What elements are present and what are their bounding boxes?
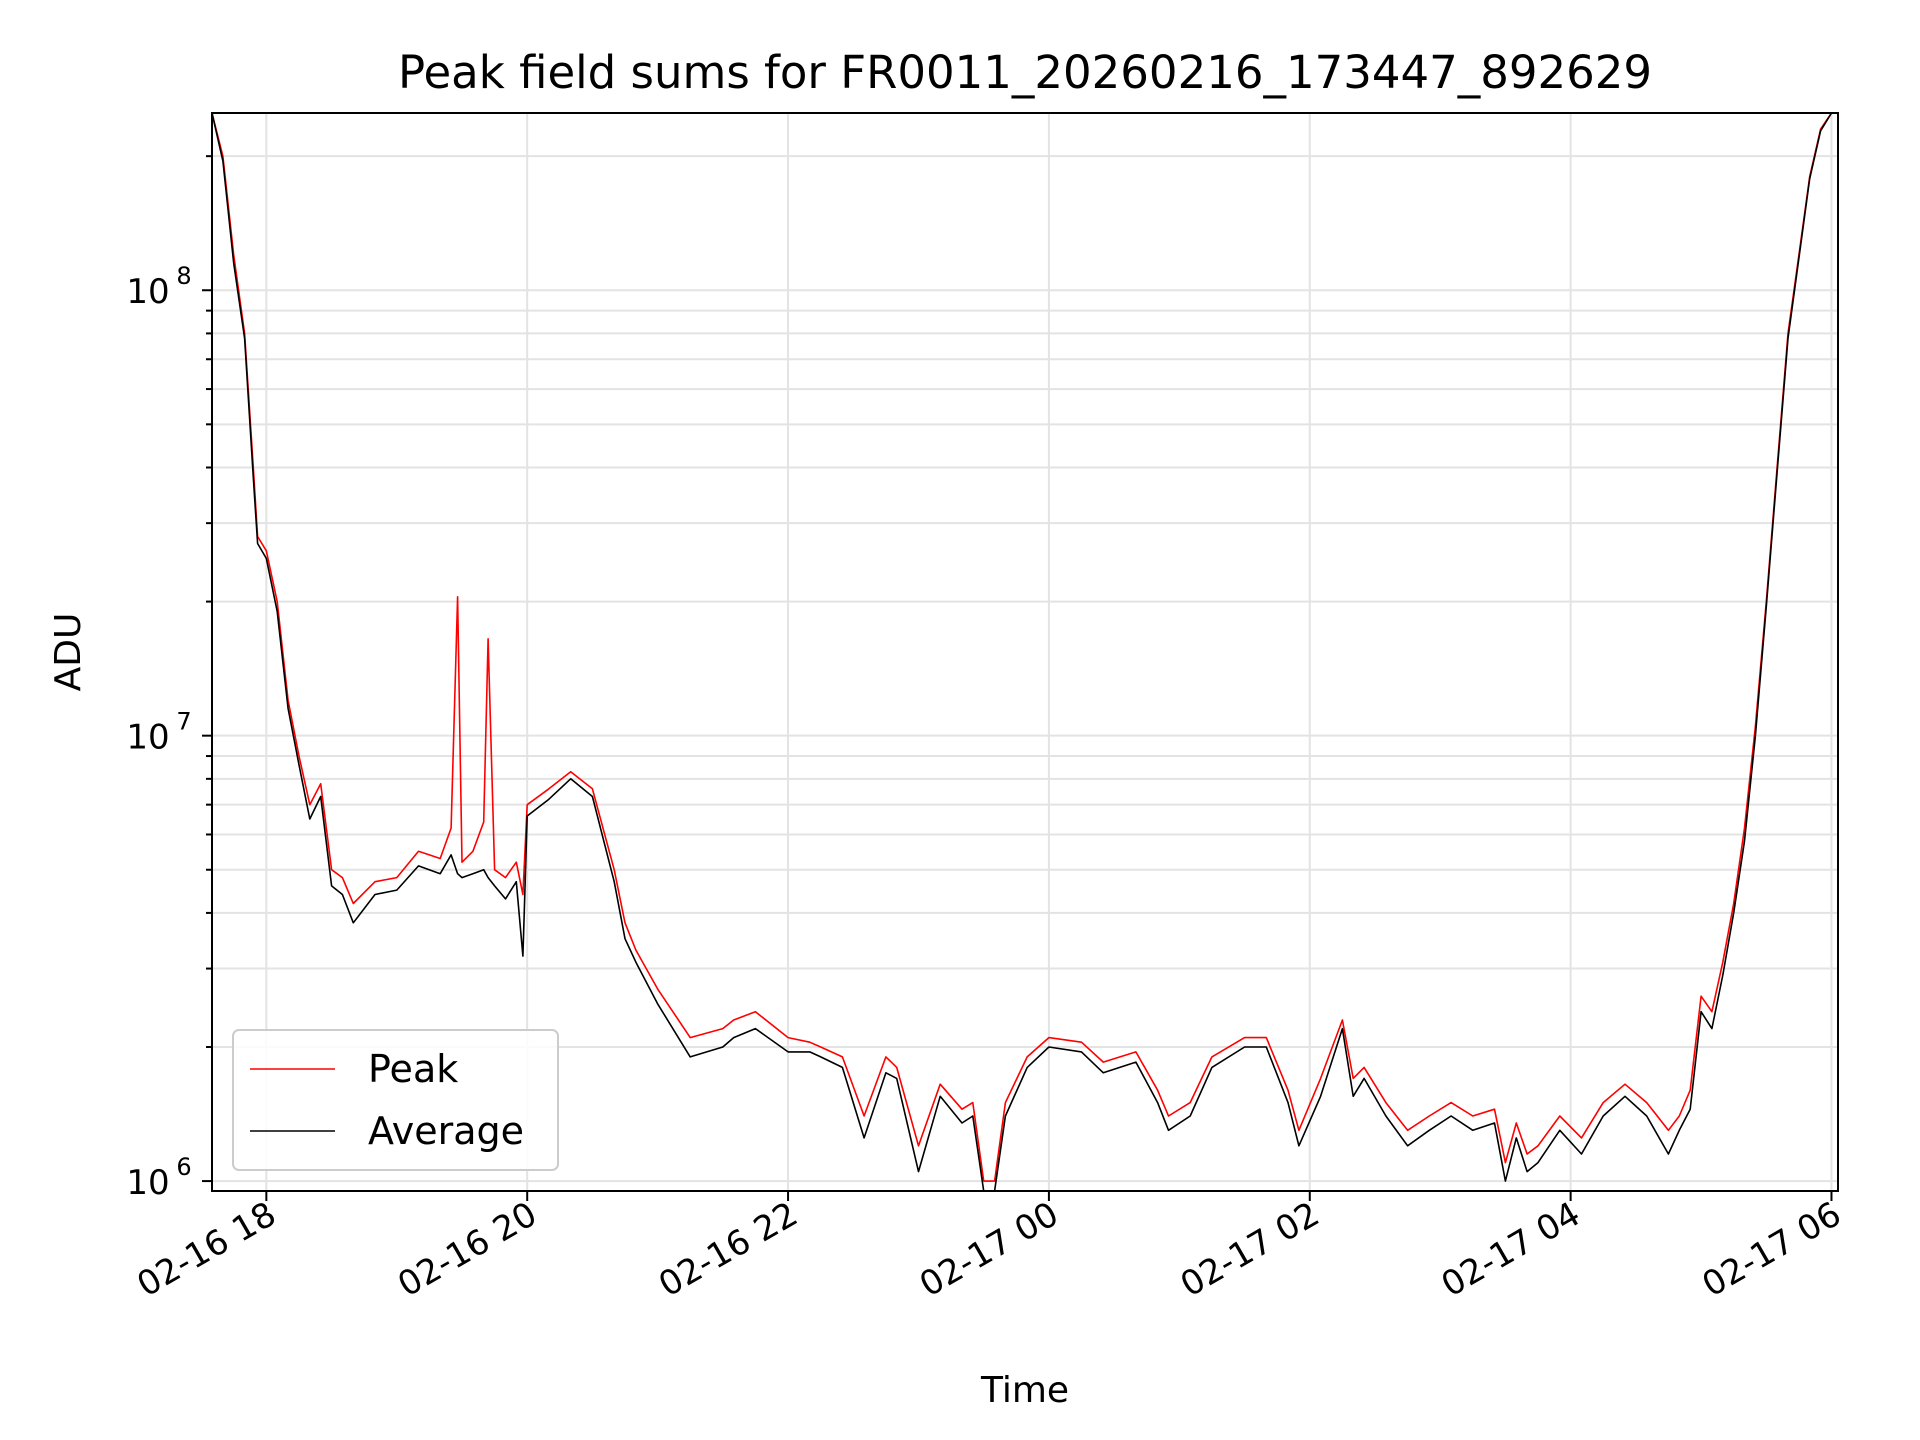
y-tick-label: 10 6 bbox=[126, 1153, 191, 1203]
series-line-peak bbox=[212, 113, 1833, 1182]
y-tick-label: 10 7 bbox=[126, 708, 191, 758]
plot-frame bbox=[211, 112, 1839, 1192]
y-axis-label: ADU bbox=[48, 613, 89, 692]
y-tick-exponent: 7 bbox=[176, 708, 191, 736]
y-tick-exponent: 8 bbox=[176, 262, 191, 290]
y-tick-base: 10 bbox=[126, 718, 169, 758]
y-tick-base: 10 bbox=[126, 1163, 169, 1203]
legend-label-average: Average bbox=[368, 1109, 524, 1153]
y-tick-base: 10 bbox=[126, 272, 169, 312]
y-tick-label: 10 8 bbox=[126, 262, 191, 312]
legend-label-peak: Peak bbox=[368, 1047, 458, 1091]
series-line-average bbox=[212, 113, 1833, 1191]
legend-frame bbox=[232, 1029, 559, 1171]
legend: Peak Average bbox=[232, 1029, 559, 1171]
series-layer bbox=[212, 113, 1833, 1191]
chart-title: Peak field sums for FR0011_20260216_1734… bbox=[398, 46, 1652, 99]
y-tick-exponent: 6 bbox=[176, 1153, 191, 1181]
x-axis-label: Time bbox=[980, 1370, 1069, 1411]
